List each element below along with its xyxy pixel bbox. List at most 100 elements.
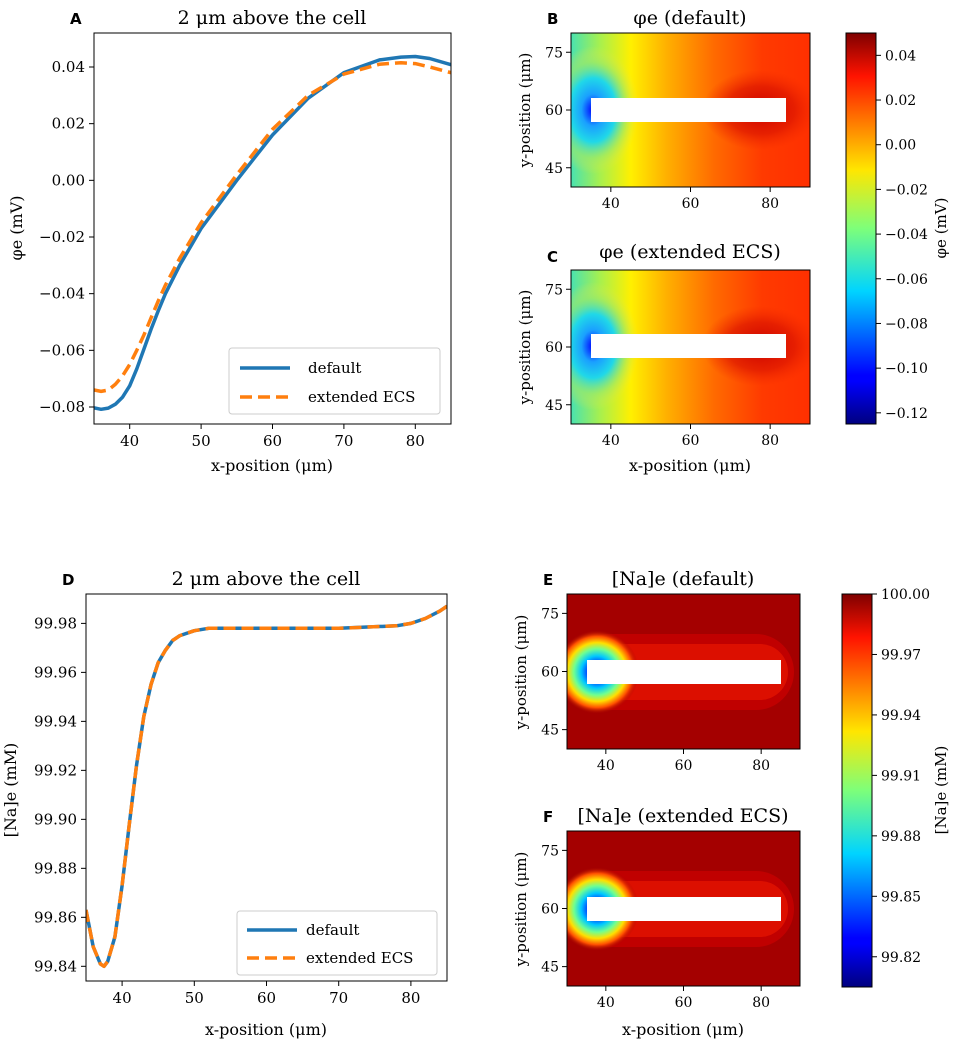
colorbar-potential: 0.04 0.02 0.00 −0.02 −0.04 −0.06 −0.08 −0.10 −0.…: [845, 32, 950, 425]
panel-c-ytick-label: 60: [545, 340, 563, 356]
panel-e-xtick-label: 80: [752, 758, 770, 774]
panel-d: 2 μm above the cell 40 50 60 70 80 99.84 99.86…: [1, 568, 448, 1039]
panel-f-ytick-label: 75: [541, 843, 559, 859]
panel-a-xtick-label: 50: [192, 432, 211, 450]
panel-letter-D: D: [62, 571, 74, 589]
panel-a-frame: [93, 32, 452, 425]
panel-d-ytick-label: 99.98: [34, 614, 77, 632]
panel-c-ticks: 40 60 80 45 60 75: [545, 282, 779, 449]
panel-e-ylabel: y-position (μm): [512, 615, 530, 731]
panel-d-ytick-label: 99.94: [34, 712, 77, 730]
panel-d-ytick-label: 99.88: [34, 859, 77, 877]
panel-b-xtick-label: 40: [602, 196, 620, 212]
colorbar-sodium-tick-label: 99.85: [881, 889, 921, 905]
panel-d-xtick-label: 80: [401, 989, 420, 1007]
panel-d-legend-extended-label: extended ECS: [306, 949, 413, 967]
colorbar-potential-tick-label: −0.12: [885, 406, 928, 422]
panel-e-cell: [587, 660, 781, 684]
colorbar-potential-gradient: [845, 32, 877, 425]
panel-letter-C: C: [547, 248, 558, 266]
panel-d-ylabel: [Na]e (mM): [1, 743, 20, 838]
panel-d-xtick-label: 50: [185, 989, 204, 1007]
colorbar-potential-tick-label: −0.06: [885, 272, 928, 288]
panel-b-xtick-label: 60: [682, 196, 700, 212]
panel-f-heatmap: [567, 831, 800, 986]
panel-e-title: [Na]e (default): [612, 568, 755, 590]
panel-a-ytick-label: 0.04: [52, 58, 85, 76]
panel-d-frame: [85, 593, 448, 982]
panel-c-ylabel: y-position (μm): [516, 290, 534, 406]
panel-f-ytick-label: 60: [541, 902, 559, 918]
panel-f-ytick-label: 45: [541, 960, 559, 976]
panel-letter-F: F: [543, 808, 553, 826]
panel-b-ylabel: y-position (μm): [516, 53, 534, 169]
colorbar-sodium-label: [Na]e (mM): [932, 746, 950, 835]
panel-b-ytick-label: 75: [545, 45, 563, 61]
panel-a-series-extended: [94, 60, 451, 394]
panel-b: φe (default) 40 60 80 45 60 75 y-position (μm…: [516, 7, 811, 212]
panel-a-xtick-label: 70: [334, 432, 353, 450]
panel-e-ytick-label: 60: [541, 665, 559, 681]
panel-letter-E: E: [543, 571, 553, 589]
panel-f: [Na]e (extended ECS) 40 60 80 45 60 75 y-posi…: [512, 805, 801, 1039]
panel-b-xtick-label: 80: [761, 196, 779, 212]
panel-f-xtick-label: 40: [597, 995, 615, 1011]
panel-d-lines: [86, 604, 447, 969]
panel-e-ytick-label: 45: [541, 723, 559, 739]
panel-f-ylabel: y-position (μm): [512, 852, 530, 968]
panel-a-legend: default extended ECS: [228, 347, 441, 415]
panel-d-ytick-label: 99.84: [34, 957, 77, 975]
panel-c-heatmap: [571, 270, 810, 424]
panel-letter-B: B: [547, 10, 558, 28]
panel-c-xtick-label: 80: [761, 433, 779, 449]
colorbar-potential-label: φe (mV): [932, 198, 950, 259]
panel-b-ytick-label: 60: [545, 103, 563, 119]
panel-f-xtick-label: 80: [752, 995, 770, 1011]
panel-d-ticks: 40 50 60 70 80 99.84 99.86 99.88 99.90 99.92 99.94…: [34, 614, 420, 1007]
colorbar-potential-tick-label: 0.04: [885, 48, 916, 64]
colorbar-potential-tick-label: −0.02: [885, 182, 928, 198]
panel-d-ytick-label: 99.92: [34, 761, 77, 779]
panel-d-xtick-label: 70: [329, 989, 348, 1007]
panel-d-title: 2 μm above the cell: [172, 568, 361, 590]
panel-f-xtick-label: 60: [675, 995, 693, 1011]
colorbar-potential-ticks: 0.04 0.02 0.00 −0.02 −0.04 −0.06 −0.08 −0.10 −0.…: [876, 48, 928, 422]
panel-d-legend: default extended ECS: [236, 910, 438, 976]
panel-c-cell: [591, 334, 786, 358]
panel-e-ytick-label: 75: [541, 606, 559, 622]
panel-a-ytick-label: 0.00: [52, 171, 85, 189]
panel-f-cell: [587, 897, 781, 921]
panel-c-xtick-label: 60: [682, 433, 700, 449]
panel-d-xlabel: x-position (μm): [205, 1020, 327, 1039]
panel-e-heatmap: [567, 594, 800, 749]
panel-e: [Na]e (default) 40 60 80 45 60 75 y-position …: [512, 568, 801, 774]
panel-a-ytick-label: −0.04: [39, 285, 85, 303]
panel-c-xtick-label: 40: [602, 433, 620, 449]
panel-c-ytick-label: 75: [545, 282, 563, 298]
colorbar-sodium-tick-label: 99.82: [881, 950, 921, 966]
panel-f-xlabel: x-position (μm): [622, 1020, 744, 1039]
panel-b-cell: [591, 98, 786, 122]
colorbar-potential-tick-label: −0.04: [885, 227, 928, 243]
panel-letter-A: A: [70, 10, 82, 28]
panel-d-legend-default-label: default: [306, 921, 359, 939]
panel-a-title: 2 μm above the cell: [178, 7, 367, 29]
panel-d-xtick-label: 60: [257, 989, 276, 1007]
colorbar-sodium-tick-label: 99.97: [881, 647, 921, 663]
panel-d-ytick-label: 99.90: [34, 810, 77, 828]
panel-e-xtick-label: 40: [597, 758, 615, 774]
panel-a-lines: [94, 54, 451, 412]
panel-a-ticks: 40 50 60 70 80 −0.08 −0.06 −0.04 −0.02 0.00 0.02 0.…: [39, 58, 425, 450]
panel-a-ytick-label: −0.06: [39, 341, 85, 359]
colorbar-sodium-ticks: 100.00 99.97 99.94 99.91 99.88 99.85 99.82: [872, 587, 930, 966]
panel-a-ytick-label: −0.08: [39, 398, 85, 416]
panel-c-xlabel: x-position (μm): [629, 456, 751, 475]
panel-a-ytick-label: −0.02: [39, 228, 85, 246]
panel-a-legend-extended-label: extended ECS: [308, 388, 415, 406]
colorbar-potential-tick-label: 0.00: [885, 138, 916, 154]
colorbar-sodium: 100.00 99.97 99.94 99.91 99.88 99.85 99.82 [Na…: [841, 587, 950, 988]
panel-b-heatmap: [571, 33, 810, 187]
panel-a-xtick-label: 60: [263, 432, 282, 450]
panel-c-title: φe (extended ECS): [599, 241, 781, 263]
